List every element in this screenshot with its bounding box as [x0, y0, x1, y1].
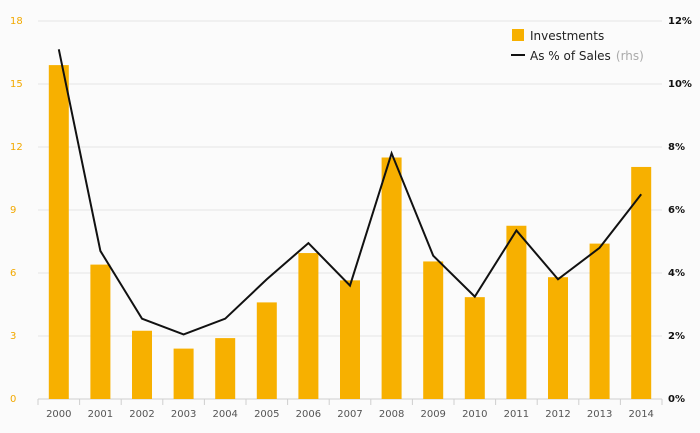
- legend: Investments As % of Sales (rhs): [511, 29, 644, 64]
- bar-2010: [464, 297, 485, 399]
- right-tick-label: 12%: [668, 16, 692, 27]
- bar-2007: [340, 280, 360, 399]
- left-tick-label: 12: [10, 142, 23, 153]
- right-axis-ticks: 0% 2% 4% 6% 8% 10% 12%: [668, 16, 692, 405]
- x-tick-label: 2005: [254, 409, 279, 420]
- x-tick-label: 2009: [420, 409, 445, 420]
- bar-2013: [589, 243, 610, 399]
- x-tick-label: 2008: [379, 409, 404, 420]
- bar-2000: [48, 65, 69, 399]
- legend-label-sales-pct: As % of Sales (rhs): [530, 45, 644, 64]
- legend-label-sales-pct-suffix: (rhs): [616, 49, 644, 63]
- left-axis-ticks: 0 3 6 9 12 15 18: [10, 16, 23, 405]
- bar-2004: [215, 338, 236, 399]
- sales-pct-line: [57, 49, 642, 336]
- bar-2002: [132, 330, 152, 399]
- x-tick-label: 2011: [504, 409, 529, 420]
- bar-2005: [256, 302, 277, 399]
- x-tick-label: 2002: [129, 409, 154, 420]
- bar-2011: [506, 225, 527, 399]
- right-tick-label: 4%: [668, 268, 685, 279]
- x-tick-label: 2007: [337, 409, 362, 420]
- bar-2001: [90, 264, 111, 399]
- x-tick-label: 2001: [88, 409, 113, 420]
- bar-2009: [423, 261, 444, 399]
- x-tick-label: 2000: [46, 409, 71, 420]
- left-tick-label: 18: [10, 16, 23, 27]
- left-tick-label: 15: [10, 79, 23, 90]
- left-tick-label: 3: [10, 331, 16, 342]
- left-tick-label: 9: [10, 205, 16, 216]
- bar-2014: [631, 166, 652, 399]
- x-tick-label: 2013: [587, 409, 612, 420]
- x-tick-label: 2012: [545, 409, 570, 420]
- bar-2008: [381, 157, 402, 399]
- legend-label-investments: Investments: [530, 29, 604, 43]
- bar-2003: [173, 348, 194, 399]
- bar-2006: [298, 253, 319, 399]
- x-tick-label: 2006: [296, 409, 321, 420]
- legend-label-sales-pct-name: As % of Sales: [530, 49, 611, 63]
- legend-swatch-investments: [512, 29, 524, 41]
- x-axis-ticks: 2000 2001 2002 2003 2004 2005 2006 2007 2008 2009…: [46, 409, 654, 420]
- x-tick-label: 2003: [171, 409, 196, 420]
- left-tick-label: 0: [10, 394, 16, 405]
- right-tick-label: 10%: [668, 79, 692, 90]
- x-tick-label: 2010: [462, 409, 487, 420]
- right-tick-label: 6%: [668, 205, 685, 216]
- x-tick-label: 2014: [628, 409, 653, 420]
- right-tick-label: 0%: [668, 394, 685, 405]
- bar-2012: [548, 277, 568, 399]
- right-tick-label: 8%: [668, 142, 685, 153]
- left-tick-label: 6: [10, 268, 16, 279]
- right-tick-label: 2%: [668, 331, 685, 342]
- investment-bars: [48, 65, 652, 399]
- x-tick-label: 2004: [212, 409, 237, 420]
